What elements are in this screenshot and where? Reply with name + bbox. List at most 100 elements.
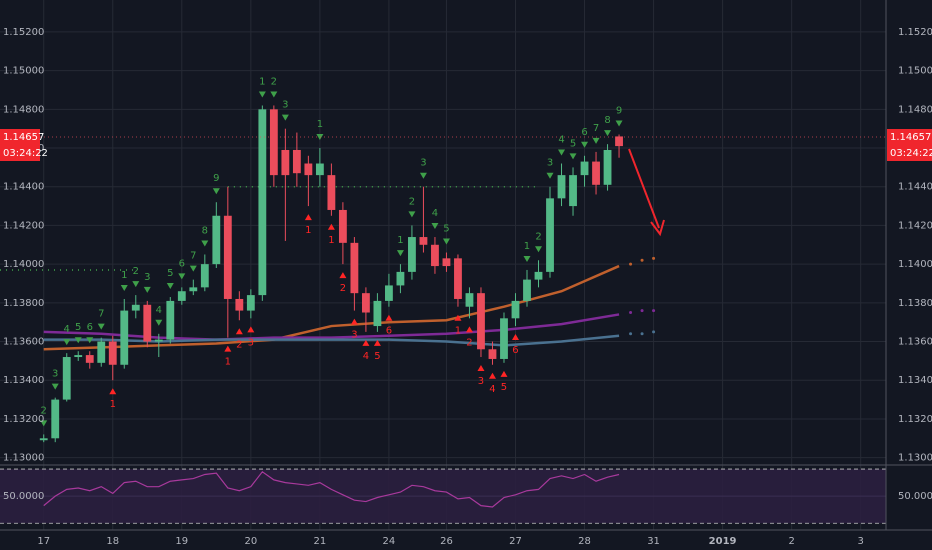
- td-sell-count: 6: [581, 127, 587, 138]
- y-tick-label-right: 1.14400: [898, 182, 932, 193]
- countdown-label: 03:24:22: [3, 148, 48, 159]
- candle-body: [419, 237, 428, 245]
- candle-body: [523, 279, 531, 301]
- td-sell-arrow: [178, 273, 186, 280]
- candle-body: [511, 300, 520, 319]
- td-sell-arrow: [97, 323, 105, 330]
- candle-body: [62, 357, 71, 400]
- td-sell-count: 1: [121, 270, 127, 281]
- y-tick-label: 1.13800: [3, 298, 44, 309]
- td-sell-count: 3: [282, 100, 288, 111]
- td-buy-arrow: [327, 223, 335, 230]
- td-sell-arrow: [40, 420, 48, 427]
- td-buy-arrow: [247, 326, 255, 333]
- td-buy-count: 1: [305, 225, 311, 236]
- td-buy-count: 1: [110, 399, 116, 410]
- td-sell-arrow: [316, 134, 324, 141]
- td-sell-count: 4: [156, 305, 162, 316]
- td-buy-arrow: [339, 272, 347, 279]
- td-sell-count: 9: [213, 173, 219, 184]
- td-buy-arrow: [373, 339, 381, 346]
- candle-body: [327, 175, 336, 210]
- td-sell-arrow: [120, 284, 128, 291]
- td-sell-count: 2: [41, 405, 47, 416]
- td-buy-arrow: [362, 339, 370, 346]
- td-sell-count: 6: [179, 258, 185, 269]
- candle-body: [292, 149, 301, 174]
- td-sell-count: 2: [409, 196, 415, 207]
- td-buy-count: 2: [340, 283, 346, 294]
- last-price-label: 1.14657: [890, 132, 931, 143]
- ma-forecast-dot: [629, 262, 633, 266]
- candle-body: [212, 215, 221, 265]
- y-tick-label-right: 1.14800: [898, 104, 932, 115]
- candle-body: [39, 438, 48, 441]
- td-sell-count: 6: [87, 322, 93, 333]
- td-sell-count: 8: [202, 225, 208, 236]
- forecast-arrow: [628, 148, 665, 237]
- x-tick-label: 26: [440, 536, 453, 547]
- y-tick-label: 1.14400: [3, 182, 44, 193]
- td-buy-arrow: [350, 318, 358, 325]
- candle-body: [97, 341, 106, 363]
- y-tick-label-right: 1.15000: [898, 66, 932, 77]
- td-buy-count: 3: [248, 337, 254, 348]
- candle-body: [154, 339, 163, 342]
- td-sell-arrow: [63, 339, 71, 346]
- x-tick-label: 24: [383, 536, 396, 547]
- y-tick-label: 1.13400: [3, 375, 44, 386]
- candle-body: [488, 349, 497, 359]
- td-sell-count: 4: [64, 324, 70, 335]
- y-tick-label: 1.14800: [3, 104, 44, 115]
- y-tick-label-right: 1.14000: [898, 259, 932, 270]
- td-buy-count: 2: [466, 337, 472, 348]
- candle-body: [131, 304, 140, 311]
- y-tick-label-right: 1.14200: [898, 220, 932, 231]
- candle-body: [85, 355, 94, 363]
- y-tick-label-right: 1.15200: [898, 27, 932, 38]
- td-sell-count: 3: [52, 369, 58, 380]
- td-buy-arrow: [477, 365, 485, 372]
- candle-body: [177, 291, 186, 301]
- x-tick-label: 20: [244, 536, 257, 547]
- y-tick-label-right: 1.13800: [898, 298, 932, 309]
- y-tick-label: 1.15200: [3, 27, 44, 38]
- td-sell-arrow: [546, 172, 554, 179]
- candle-body: [442, 258, 451, 267]
- td-sell-arrow: [408, 211, 416, 218]
- td-sell-arrow: [581, 141, 589, 148]
- candle-body: [235, 298, 244, 311]
- candle-body: [304, 163, 313, 176]
- td-buy-arrow: [465, 326, 473, 333]
- td-sell-count: 5: [75, 322, 81, 333]
- td-sell-count: 5: [570, 138, 576, 149]
- candle-body: [477, 293, 485, 350]
- td-sell-count: 4: [558, 135, 564, 146]
- td-sell-arrow: [604, 130, 612, 137]
- candle-body: [108, 341, 117, 365]
- td-buy-count: 4: [363, 351, 369, 362]
- candle-body: [51, 399, 60, 439]
- candle-body: [350, 242, 359, 294]
- td-sell-arrow: [270, 91, 278, 98]
- td-sell-count: 9: [616, 105, 622, 116]
- td-sell-count: 3: [144, 272, 150, 283]
- ma-forecast-dot: [640, 258, 644, 262]
- candle-body: [223, 215, 232, 299]
- axis-labels: 171819202124262728312019231.152001.15200…: [0, 27, 932, 547]
- y-tick-label-right: 1.13600: [898, 337, 932, 348]
- td-sell-arrow: [51, 383, 59, 390]
- candle-body: [615, 136, 623, 147]
- td-sell-arrow: [396, 250, 404, 257]
- y-tick-label: 1.15000: [3, 66, 44, 77]
- grid: [0, 0, 886, 530]
- x-tick-label: 2019: [709, 536, 737, 547]
- td-buy-count: 1: [225, 357, 231, 368]
- x-tick-label: 19: [175, 536, 188, 547]
- td-sell-count: 5: [167, 268, 173, 279]
- td-buy-count: 2: [236, 339, 242, 350]
- td-buy-arrow: [488, 372, 496, 379]
- x-tick-label: 21: [314, 536, 327, 547]
